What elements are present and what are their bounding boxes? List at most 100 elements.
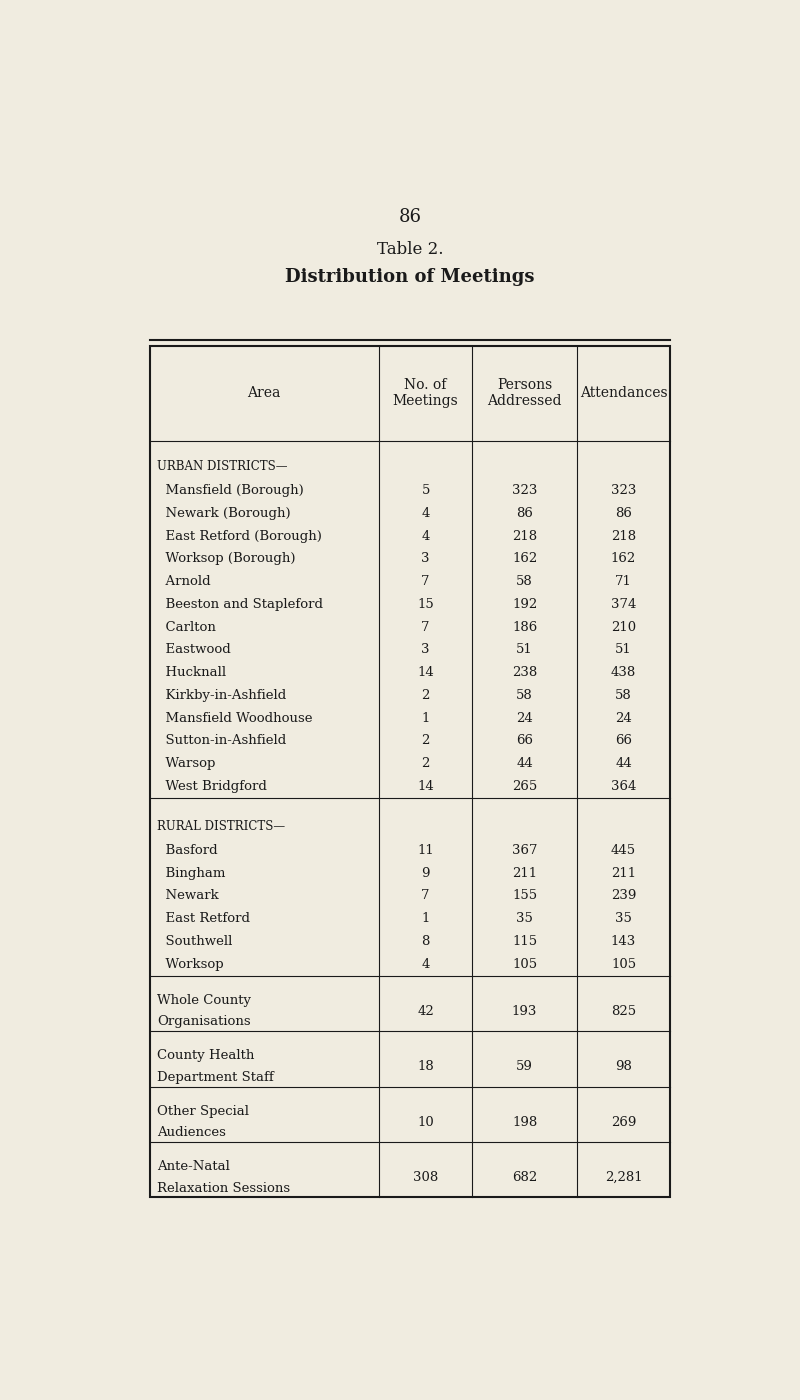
Text: Eastwood: Eastwood xyxy=(157,644,230,657)
Text: 7: 7 xyxy=(422,889,430,903)
Text: 58: 58 xyxy=(516,689,533,701)
Text: RURAL DISTRICTS—: RURAL DISTRICTS— xyxy=(157,820,285,833)
Text: 98: 98 xyxy=(615,1060,632,1074)
Text: Area: Area xyxy=(247,386,281,400)
Text: 58: 58 xyxy=(615,689,632,701)
Text: Newark: Newark xyxy=(157,889,218,903)
Text: 323: 323 xyxy=(512,484,538,497)
Text: Persons
Addressed: Persons Addressed xyxy=(487,378,562,409)
Text: 323: 323 xyxy=(611,484,636,497)
Text: Carlton: Carlton xyxy=(157,620,216,634)
Text: 2: 2 xyxy=(422,757,430,770)
Text: 15: 15 xyxy=(418,598,434,610)
Text: 1: 1 xyxy=(422,913,430,925)
Text: 162: 162 xyxy=(512,552,538,566)
Text: 155: 155 xyxy=(512,889,537,903)
Text: 8: 8 xyxy=(422,935,430,948)
Text: 218: 218 xyxy=(512,529,537,543)
Text: 14: 14 xyxy=(418,780,434,792)
Text: Beeston and Stapleford: Beeston and Stapleford xyxy=(157,598,323,610)
Text: 86: 86 xyxy=(516,507,533,519)
Text: Attendances: Attendances xyxy=(580,386,667,400)
Text: 3: 3 xyxy=(422,644,430,657)
Text: 7: 7 xyxy=(422,620,430,634)
Text: 308: 308 xyxy=(413,1170,438,1184)
Text: 10: 10 xyxy=(418,1116,434,1128)
Text: Hucknall: Hucknall xyxy=(157,666,226,679)
Text: 211: 211 xyxy=(611,867,636,879)
Text: 4: 4 xyxy=(422,529,430,543)
Text: 42: 42 xyxy=(418,1005,434,1018)
Text: Sutton-in-Ashfield: Sutton-in-Ashfield xyxy=(157,735,286,748)
Text: 51: 51 xyxy=(516,644,533,657)
Text: 198: 198 xyxy=(512,1116,538,1128)
Text: 4: 4 xyxy=(422,958,430,970)
Text: 66: 66 xyxy=(615,735,632,748)
Text: 5: 5 xyxy=(422,484,430,497)
Text: 265: 265 xyxy=(512,780,538,792)
Text: Department Staff: Department Staff xyxy=(157,1071,274,1084)
Text: 4: 4 xyxy=(422,507,430,519)
Text: 35: 35 xyxy=(615,913,632,925)
Text: County Health: County Health xyxy=(157,1050,254,1063)
Text: 3: 3 xyxy=(422,552,430,566)
Text: 7: 7 xyxy=(422,575,430,588)
Text: 193: 193 xyxy=(512,1005,538,1018)
Text: Distribution of Meetings: Distribution of Meetings xyxy=(286,267,534,286)
Text: 682: 682 xyxy=(512,1170,538,1184)
Text: Organisations: Organisations xyxy=(157,1015,250,1029)
Text: 211: 211 xyxy=(512,867,537,879)
Text: 1: 1 xyxy=(422,711,430,725)
Text: 115: 115 xyxy=(512,935,537,948)
Text: 186: 186 xyxy=(512,620,538,634)
Text: 2: 2 xyxy=(422,689,430,701)
Text: 51: 51 xyxy=(615,644,632,657)
Text: 210: 210 xyxy=(611,620,636,634)
Text: 86: 86 xyxy=(398,207,422,225)
Text: Warsop: Warsop xyxy=(157,757,215,770)
Text: 24: 24 xyxy=(615,711,632,725)
Text: 218: 218 xyxy=(611,529,636,543)
Text: Southwell: Southwell xyxy=(157,935,233,948)
Text: 438: 438 xyxy=(611,666,636,679)
Text: URBAN DISTRICTS—: URBAN DISTRICTS— xyxy=(157,459,287,473)
Text: 367: 367 xyxy=(512,844,538,857)
Text: 364: 364 xyxy=(611,780,636,792)
Text: Worksop: Worksop xyxy=(157,958,224,970)
Text: 143: 143 xyxy=(611,935,636,948)
Text: 18: 18 xyxy=(418,1060,434,1074)
Text: 35: 35 xyxy=(516,913,533,925)
Text: 445: 445 xyxy=(611,844,636,857)
Text: 238: 238 xyxy=(512,666,538,679)
Text: Ante-Natal: Ante-Natal xyxy=(157,1161,230,1173)
Text: 44: 44 xyxy=(615,757,632,770)
Text: 66: 66 xyxy=(516,735,533,748)
Text: 239: 239 xyxy=(611,889,636,903)
Text: Mansfield Woodhouse: Mansfield Woodhouse xyxy=(157,711,313,725)
Text: 58: 58 xyxy=(516,575,533,588)
Text: East Retford: East Retford xyxy=(157,913,250,925)
Text: Worksop (Borough): Worksop (Borough) xyxy=(157,552,295,566)
Text: West Bridgford: West Bridgford xyxy=(157,780,267,792)
Text: Relaxation Sessions: Relaxation Sessions xyxy=(157,1182,290,1194)
Text: Arnold: Arnold xyxy=(157,575,210,588)
Text: Mansfield (Borough): Mansfield (Borough) xyxy=(157,484,304,497)
Text: 2,281: 2,281 xyxy=(605,1170,642,1184)
Text: 105: 105 xyxy=(512,958,537,970)
Text: Basford: Basford xyxy=(157,844,218,857)
Text: 9: 9 xyxy=(422,867,430,879)
Text: 71: 71 xyxy=(615,575,632,588)
Text: 2: 2 xyxy=(422,735,430,748)
Text: 825: 825 xyxy=(611,1005,636,1018)
Text: 11: 11 xyxy=(418,844,434,857)
Text: 374: 374 xyxy=(611,598,636,610)
Text: Bingham: Bingham xyxy=(157,867,226,879)
Text: 14: 14 xyxy=(418,666,434,679)
Text: 105: 105 xyxy=(611,958,636,970)
Text: 162: 162 xyxy=(611,552,636,566)
Text: 269: 269 xyxy=(611,1116,636,1128)
Text: No. of
Meetings: No. of Meetings xyxy=(393,378,458,409)
Text: Other Special: Other Special xyxy=(157,1105,249,1117)
Text: 59: 59 xyxy=(516,1060,533,1074)
Text: 44: 44 xyxy=(516,757,533,770)
